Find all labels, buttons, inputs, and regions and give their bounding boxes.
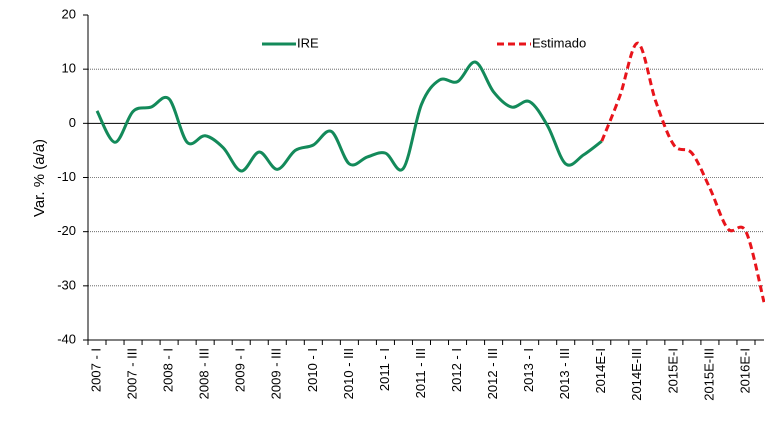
x-tick-label: 2011 - I: [377, 348, 392, 391]
legend-label: IRE: [297, 35, 319, 50]
x-tick-label: 2013 - I: [521, 348, 536, 392]
x-tick-label: 2010 - I: [305, 348, 320, 392]
x-tick-label: 2016E-I: [737, 348, 752, 394]
x-tick-label: 2009 - III: [269, 348, 284, 399]
series-line: [95, 60, 603, 173]
x-tick-label: 2014E-I: [593, 348, 608, 394]
y-tick-label: 20: [62, 6, 76, 21]
x-tick-label: 2015E-III: [701, 348, 716, 401]
x-tick-label: 2014E-III: [629, 348, 644, 401]
x-tick-label: 2010 - III: [341, 348, 356, 399]
y-axis-label: Var. % (a/a): [31, 139, 48, 217]
x-tick-label: 2008 - I: [161, 348, 176, 392]
y-tick-label: -10: [57, 169, 76, 184]
x-tick-label: 2011 - III: [413, 348, 428, 398]
x-tick-label: 2012 - I: [449, 348, 464, 392]
x-tick-label: 2007 - III: [124, 348, 139, 399]
x-tick-label: 2008 - III: [197, 348, 212, 399]
x-tick-label: 2015E-I: [665, 348, 680, 394]
y-tick-label: 10: [62, 61, 76, 76]
x-tick-label: 2009 - I: [233, 348, 248, 392]
y-tick-label: 0: [69, 115, 76, 130]
x-tick-label: 2007 - I: [88, 348, 103, 392]
y-tick-label: -20: [57, 223, 76, 238]
series-line: [600, 41, 765, 303]
y-tick-label: -30: [57, 277, 76, 292]
y-tick-label: -40: [57, 331, 76, 346]
x-tick-label: 2013 - III: [557, 348, 572, 399]
legend-label: Estimado: [532, 35, 586, 50]
x-tick-label: 2012 - III: [485, 348, 500, 399]
